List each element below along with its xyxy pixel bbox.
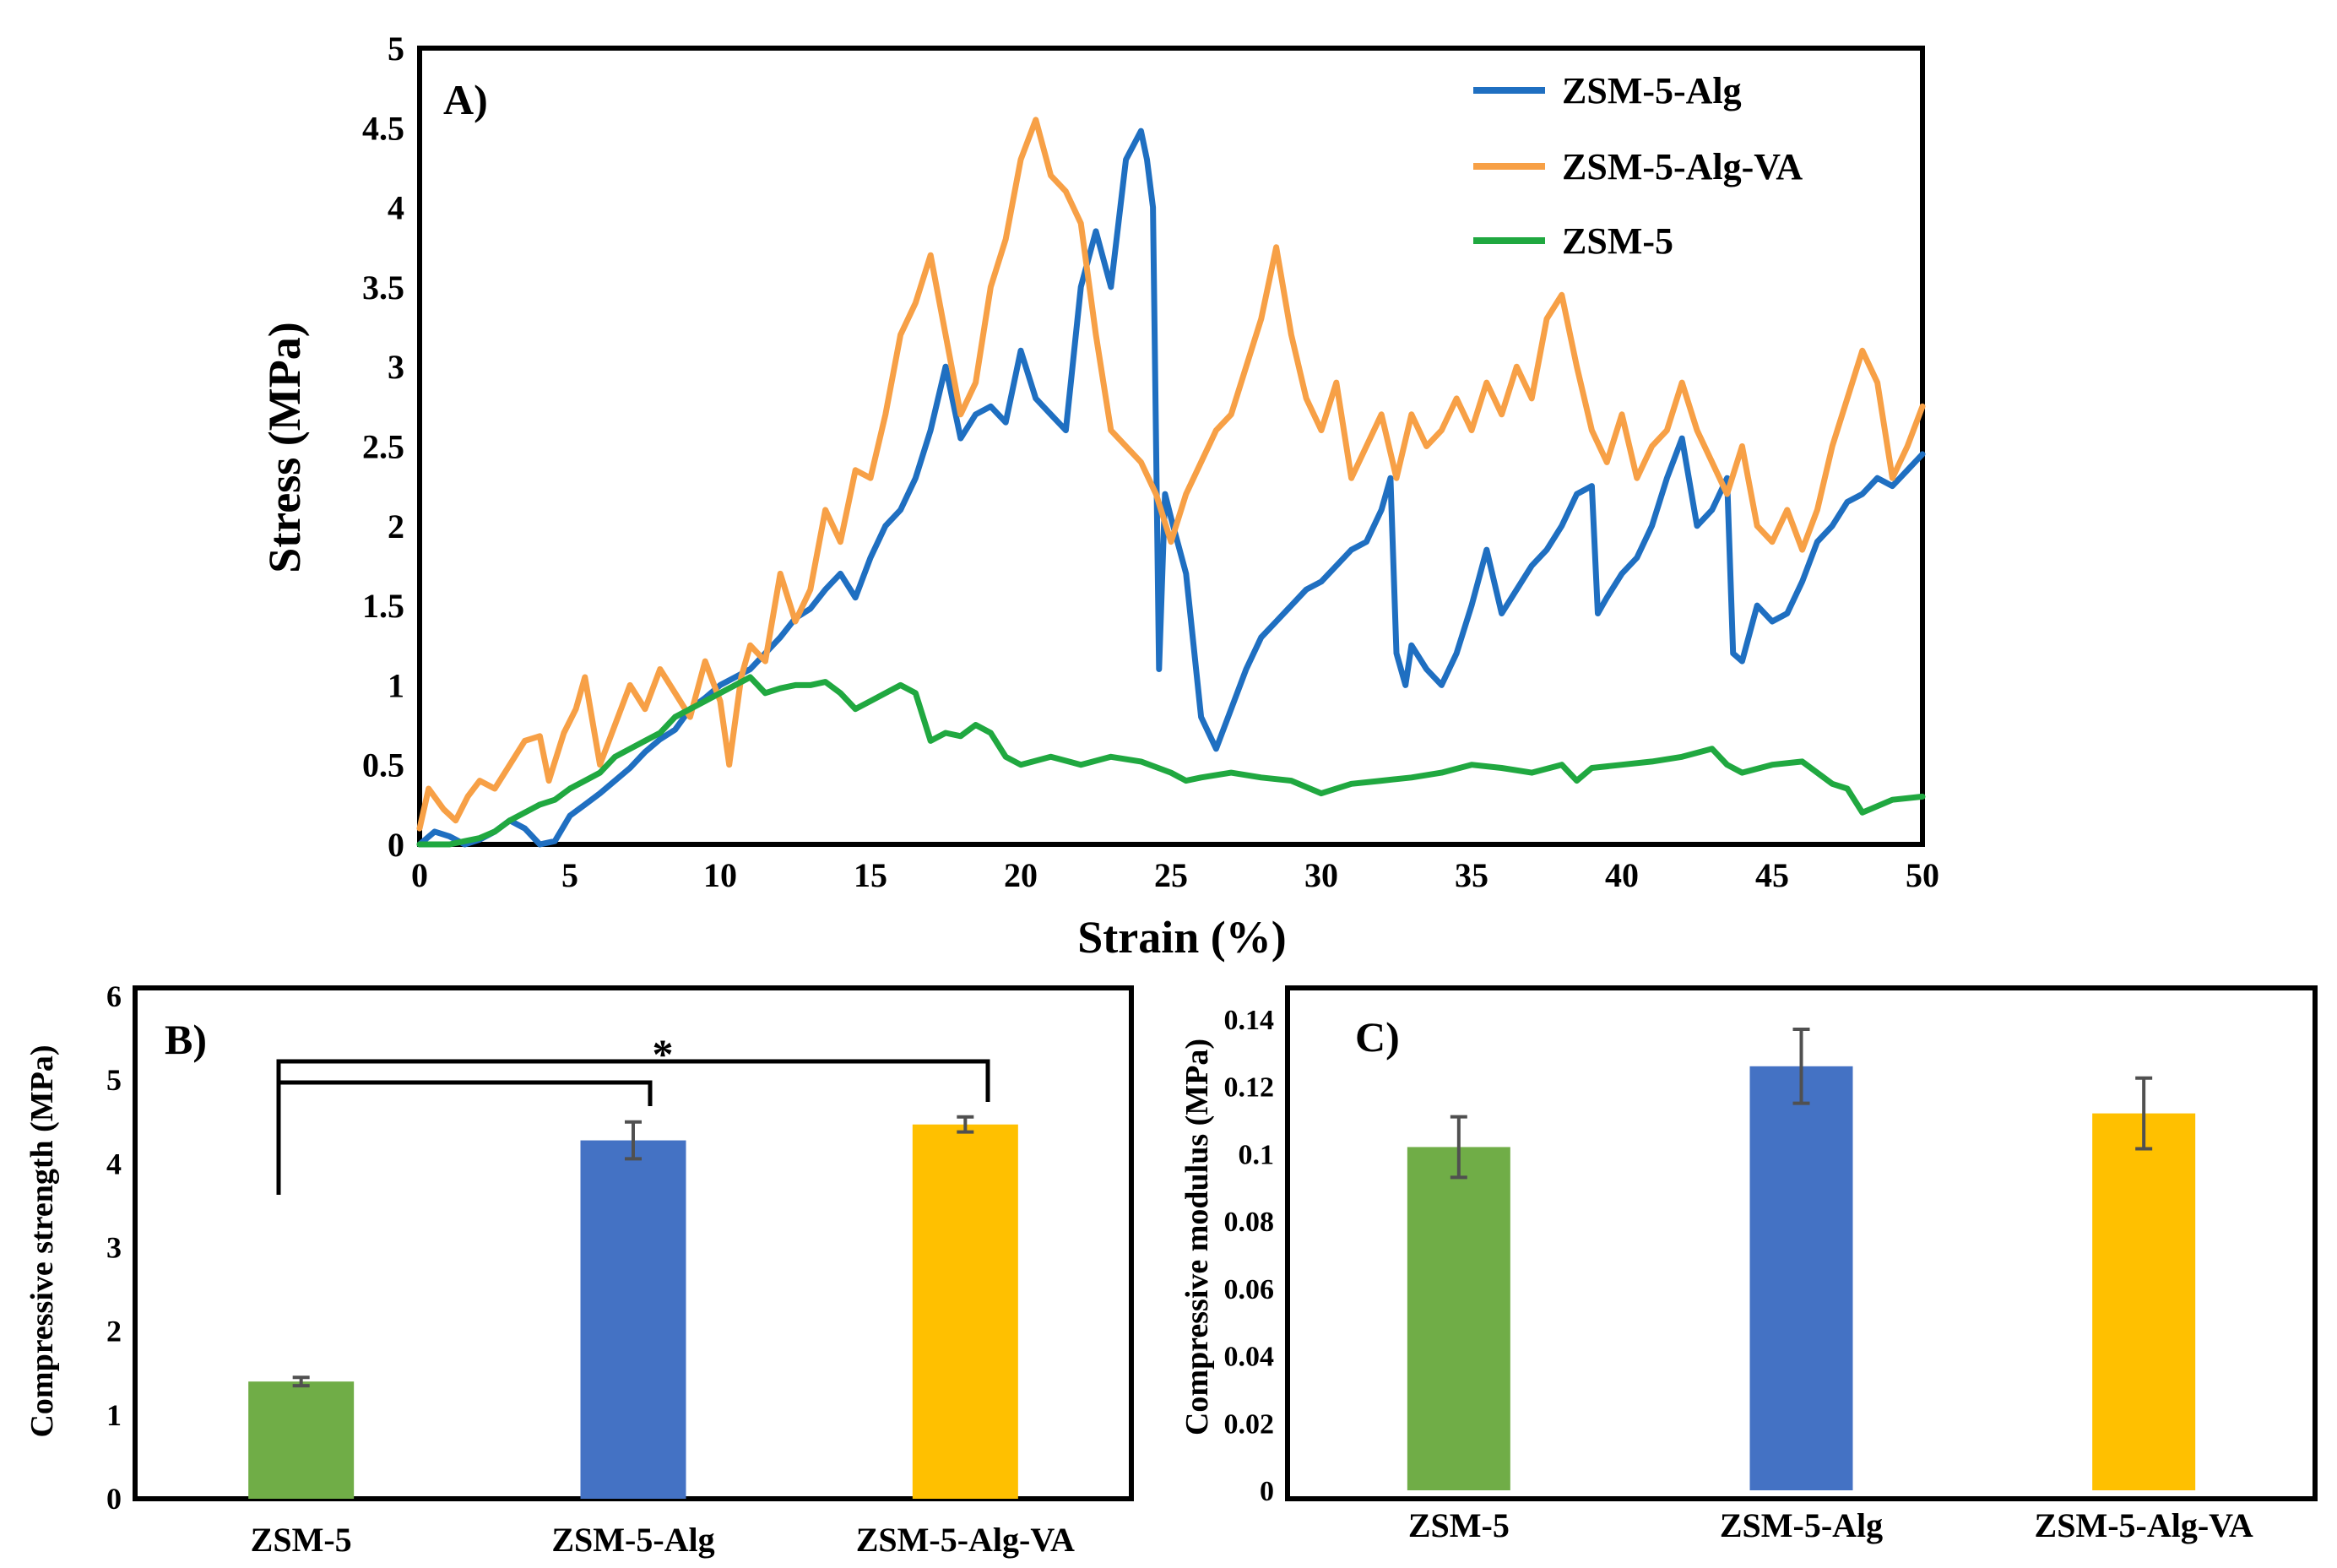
bracket-line-alg xyxy=(279,1080,653,1106)
y-tick-label: 3 xyxy=(388,348,404,386)
x-tick-label: 5 xyxy=(561,856,578,894)
x-tick-label: 0 xyxy=(411,856,428,894)
series-line-zsm-5 xyxy=(416,674,1926,848)
legend: ZSM-5-Alg ZSM-5-Alg-VA ZSM-5 xyxy=(1473,70,1803,262)
x-tick-label: 10 xyxy=(703,856,737,894)
y-tick-label: 0.1 xyxy=(1239,1139,1275,1170)
y-axis-title-c: Compressive modulus (MPa) xyxy=(1179,1039,1215,1435)
bar-zsm-5-alg xyxy=(580,1140,686,1499)
significance-star: * xyxy=(653,1030,674,1077)
x-axis-title-a: Strain (%) xyxy=(1077,912,1286,963)
y-tick-label: 0 xyxy=(106,1482,122,1516)
x-tick-label: 30 xyxy=(1304,856,1338,894)
y-tick-label: 0.08 xyxy=(1224,1207,1275,1238)
y-tick-label: 1.5 xyxy=(362,587,404,625)
y-tick-label: 0.06 xyxy=(1224,1274,1275,1305)
x-tick-label: 15 xyxy=(854,856,887,894)
x-category-label-zsm-5-alg-va: ZSM-5-Alg-VA xyxy=(2035,1506,2253,1544)
x-category-labels-b: ZSM-5 ZSM-5-Alg ZSM-5-Alg-VA xyxy=(251,1521,1075,1559)
y-tick-label: 2 xyxy=(388,507,404,545)
y-tick-label: 0.5 xyxy=(362,746,404,784)
y-tick-label: 0 xyxy=(388,826,404,864)
x-category-label-zsm-5-alg: ZSM-5-Alg xyxy=(1720,1506,1883,1544)
panel-label-b: B) xyxy=(165,1016,207,1063)
y-axis-title-a: Stress (MPa) xyxy=(259,322,310,572)
bar-zsm-5-alg xyxy=(1749,1066,1853,1490)
y-tick-label: 2 xyxy=(106,1315,122,1348)
compressive-strength-chart: 0 1 2 3 4 5 6 ZSM-5 ZSM-5-Alg ZSM-5-Alg-VA B) Co… xyxy=(24,979,1134,1559)
plot-frame-c xyxy=(1285,985,2318,1501)
x-tick-label: 35 xyxy=(1455,856,1488,894)
x-tick-label: 20 xyxy=(1004,856,1038,894)
legend-label-zsm5: ZSM-5 xyxy=(1562,220,1673,262)
y-tick-labels-c: 0 0.02 0.04 0.06 0.08 0.1 0.12 0.14 xyxy=(1224,1005,1275,1507)
x-category-label-zsm-5-alg: ZSM-5-Alg xyxy=(551,1521,714,1559)
y-tick-label: 3.5 xyxy=(362,269,404,307)
stress-strain-series xyxy=(416,117,1926,848)
x-tick-labels: 0 5 10 15 20 25 30 35 40 45 50 xyxy=(411,856,1939,894)
bar-zsm-5-alg-va xyxy=(912,1124,1018,1499)
legend-label-alg: ZSM-5-Alg xyxy=(1562,70,1742,111)
y-tick-label: 1 xyxy=(106,1398,122,1432)
series-line-zsm-5-alg-va xyxy=(416,117,1926,832)
y-tick-label: 0.04 xyxy=(1224,1342,1275,1373)
x-category-label-zsm-5-alg-va: ZSM-5-Alg-VA xyxy=(856,1521,1075,1559)
y-tick-label: 5 xyxy=(106,1063,122,1097)
y-tick-label: 6 xyxy=(106,979,122,1013)
y-tick-label: 0.14 xyxy=(1224,1005,1275,1036)
panel-label-c: C) xyxy=(1355,1013,1400,1061)
panel-label-a: A) xyxy=(443,76,488,123)
y-tick-label: 4.5 xyxy=(362,109,404,147)
modulus-bars xyxy=(1407,1027,2196,1490)
y-tick-labels: 0 0.5 1 1.5 2 2.5 3 3.5 4 4.5 5 xyxy=(362,30,404,864)
y-tick-label: 3 xyxy=(106,1231,122,1265)
y-tick-label: 1 xyxy=(388,666,404,704)
y-tick-label: 2.5 xyxy=(362,428,404,466)
bar-zsm-5-alg-va xyxy=(2092,1113,2196,1490)
x-category-label-zsm-5: ZSM-5 xyxy=(251,1521,352,1559)
significance-bracket: * xyxy=(276,1030,990,1195)
bar-zsm-5 xyxy=(248,1381,355,1499)
y-tick-labels-b: 0 1 2 3 4 5 6 xyxy=(106,979,122,1516)
y-axis-title-b: Compressive strength (MPa) xyxy=(24,1044,60,1437)
stress-strain-chart: 0 5 10 15 20 25 30 35 40 45 50 0 0.5 1 1.5 2 2.5 3 3.5 4 4.… xyxy=(259,30,1939,963)
x-tick-label: 40 xyxy=(1605,856,1639,894)
bracket-line-alg-va xyxy=(276,1059,990,1195)
plot-frame-a xyxy=(417,46,1925,847)
legend-label-alg-va: ZSM-5-Alg-VA xyxy=(1562,146,1803,187)
y-tick-label: 0.02 xyxy=(1224,1408,1275,1440)
x-tick-label: 25 xyxy=(1154,856,1188,894)
y-tick-label: 4 xyxy=(388,189,404,227)
y-tick-label: 0 xyxy=(1260,1476,1274,1507)
x-tick-label: 45 xyxy=(1755,856,1789,894)
x-tick-label: 50 xyxy=(1906,856,1939,894)
x-category-labels-c: ZSM-5 ZSM-5-Alg ZSM-5-Alg-VA xyxy=(1408,1506,2253,1544)
y-tick-label: 0.12 xyxy=(1224,1072,1275,1104)
y-tick-label: 4 xyxy=(106,1147,122,1180)
y-tick-label: 5 xyxy=(388,30,404,68)
strength-bars xyxy=(248,1115,1018,1499)
x-category-label-zsm-5: ZSM-5 xyxy=(1408,1506,1510,1544)
compressive-modulus-chart: 0 0.02 0.04 0.06 0.08 0.1 0.12 0.14 ZSM-5 ZSM-5-… xyxy=(1179,985,2318,1544)
bar-zsm-5 xyxy=(1407,1147,1510,1490)
series-line-zsm-5-alg xyxy=(416,128,1926,848)
